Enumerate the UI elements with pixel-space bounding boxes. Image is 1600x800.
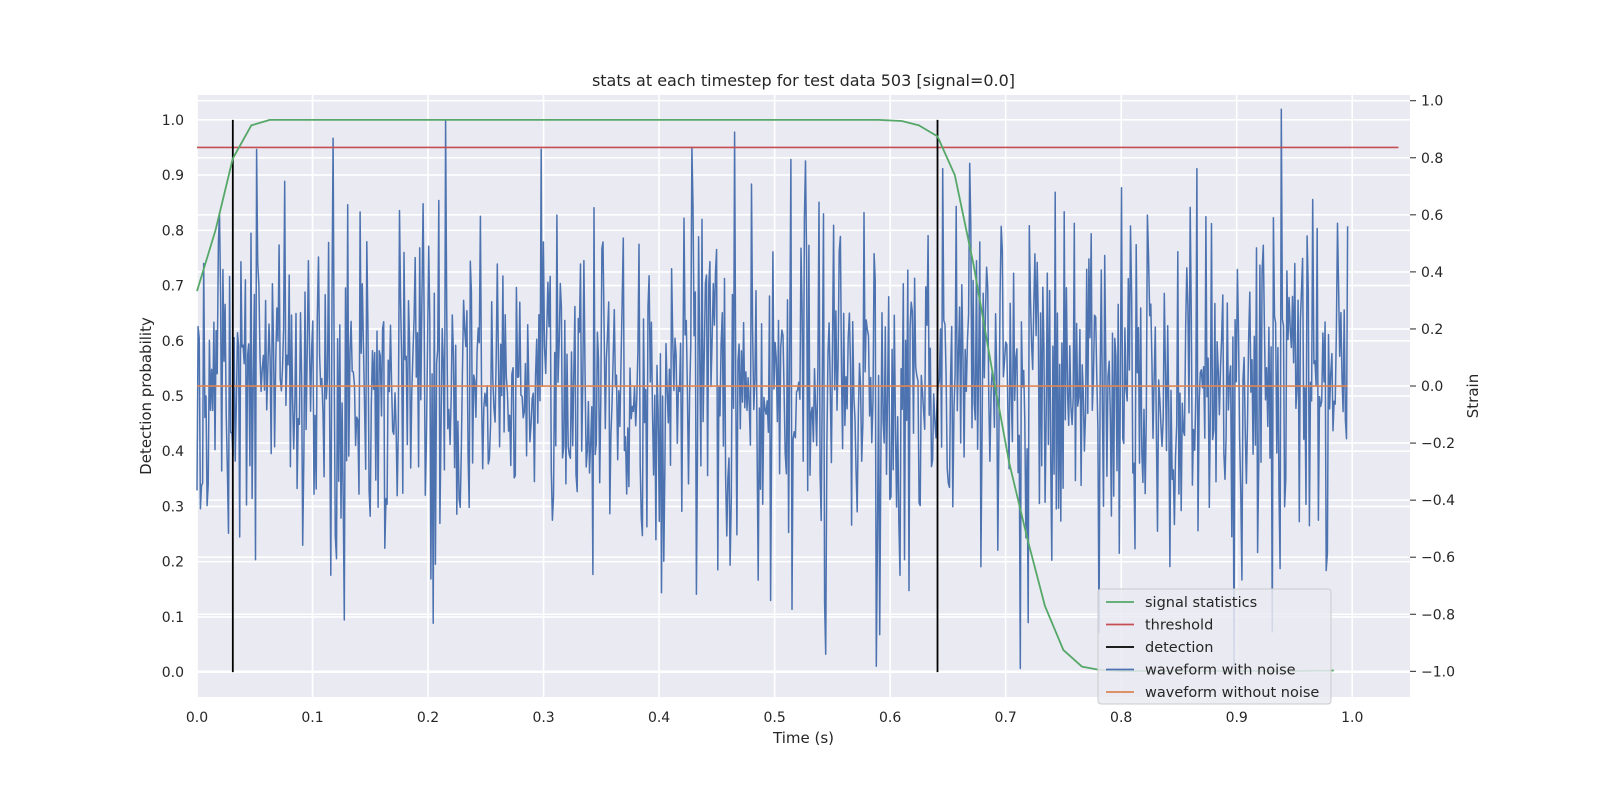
series-layer xyxy=(196,108,1399,673)
y-left-tick-label-2: 0.2 xyxy=(162,555,184,571)
ticks-layer: 0.0 0.1 0.2 0.3 0.4 0.5 0.6 0.7 0.8 0.9 1.0 0.0 0.1 0… xyxy=(162,94,1455,726)
x-tick-label-4: 0.4 xyxy=(648,710,670,726)
y-left-tick-label-10: 1.0 xyxy=(162,113,184,129)
x-tick-label-5: 0.5 xyxy=(763,710,785,726)
x-tick-label-0: 0.0 xyxy=(186,710,208,726)
x-tick-label-7: 0.7 xyxy=(995,710,1017,726)
x-tick-label-3: 0.3 xyxy=(532,710,554,726)
y-right-tick-label-1: −0.8 xyxy=(1421,607,1455,623)
y-left-tick-label-1: 0.1 xyxy=(162,610,184,626)
y-right-tick-label-10: 1.0 xyxy=(1421,94,1443,110)
y-right-tick-label-3: −0.4 xyxy=(1421,493,1455,509)
x-tick-label-8: 0.8 xyxy=(1110,710,1132,726)
series-waveform-with-noise xyxy=(196,108,1349,670)
y-left-tick-label-0: 0.0 xyxy=(162,665,184,681)
x-tick-label-1: 0.1 xyxy=(301,710,323,726)
y-left-tick-label-7: 0.7 xyxy=(162,279,184,295)
y-left-tick-label-3: 0.3 xyxy=(162,499,184,515)
y-right-tick-label-8: 0.6 xyxy=(1421,208,1443,224)
legend-label-3: waveform with noise xyxy=(1145,663,1296,679)
y-right-tick-label-6: 0.2 xyxy=(1421,322,1443,338)
y-right-tick-label-7: 0.4 xyxy=(1421,265,1443,281)
y-left-tick-label-8: 0.8 xyxy=(162,223,184,239)
y-right-tick-label-0: −1.0 xyxy=(1421,664,1455,680)
y-left-tick-label-9: 0.9 xyxy=(162,168,184,184)
x-axis-label: Time (s) xyxy=(772,729,834,747)
y-axis-right-label: Strain xyxy=(1464,374,1482,418)
y-left-tick-label-4: 0.4 xyxy=(162,444,184,460)
y-right-tick-label-9: 0.8 xyxy=(1421,151,1443,167)
x-tick-label-2: 0.2 xyxy=(417,710,439,726)
legend: signal statistics threshold detection wavef… xyxy=(1097,588,1332,705)
x-tick-label-10: 1.0 xyxy=(1341,710,1363,726)
legend-label-0: signal statistics xyxy=(1145,595,1257,611)
x-tick-label-6: 0.6 xyxy=(879,710,901,726)
y-right-tick-label-4: −0.2 xyxy=(1421,436,1455,452)
legend-label-2: detection xyxy=(1145,640,1213,656)
y-left-tick-label-6: 0.6 xyxy=(162,334,184,350)
legend-label-1: threshold xyxy=(1145,618,1213,634)
y-right-tick-label-2: −0.6 xyxy=(1421,550,1455,566)
y-left-tick-label-5: 0.5 xyxy=(162,389,184,405)
chart-title: stats at each timestep for test data 503… xyxy=(592,71,1015,90)
legend-box xyxy=(1097,588,1332,705)
y-right-tick-label-5: 0.0 xyxy=(1421,379,1443,395)
y-axis-left-label: Detection probability xyxy=(137,317,155,475)
legend-label-4: waveform without noise xyxy=(1145,685,1319,701)
x-tick-label-9: 0.9 xyxy=(1226,710,1248,726)
